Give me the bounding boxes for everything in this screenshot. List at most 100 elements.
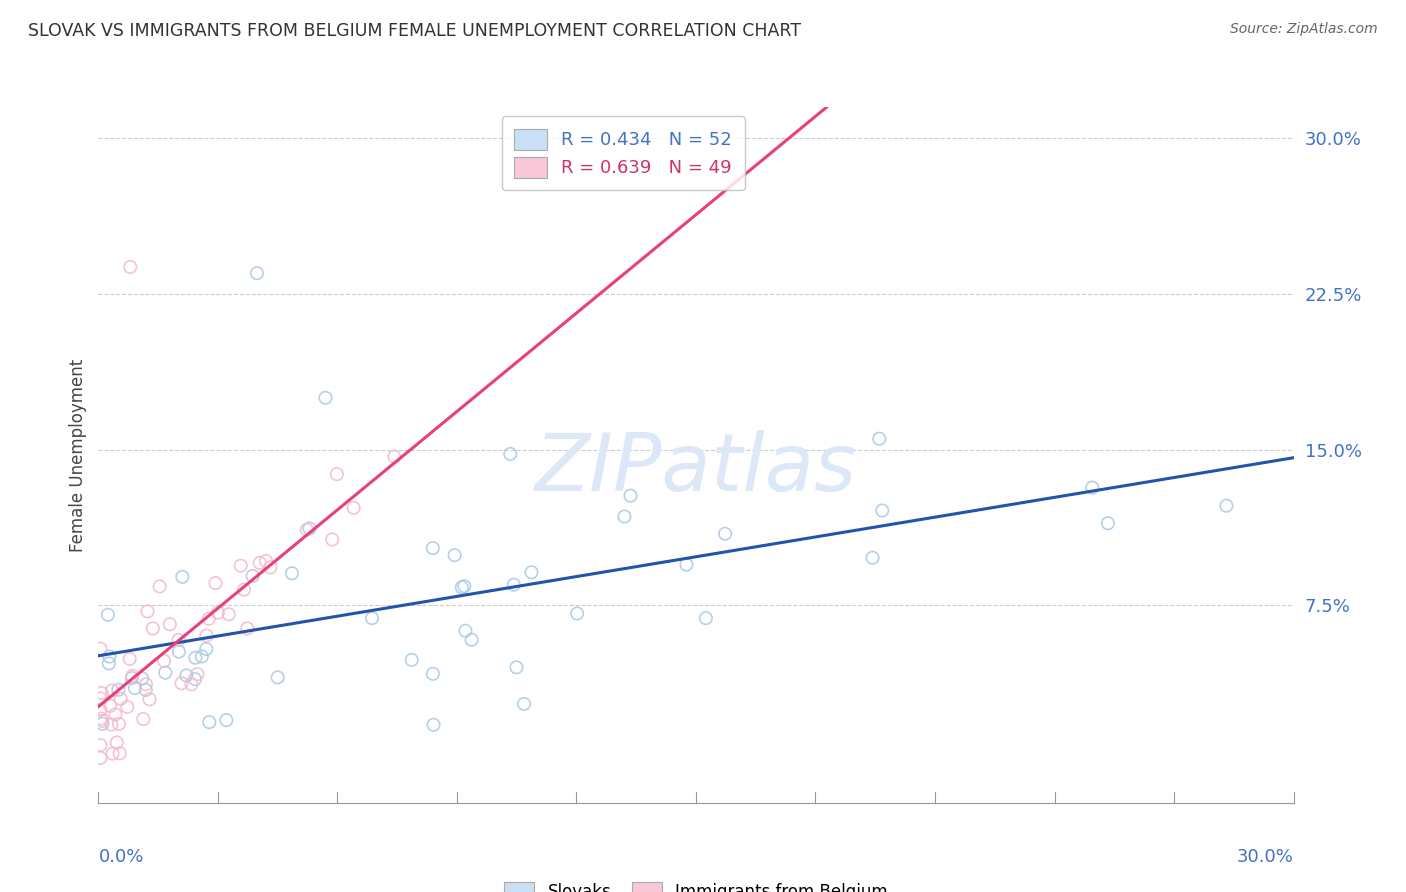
Point <box>229 558 252 573</box>
Point <box>460 632 482 647</box>
Point <box>97 607 120 622</box>
Point <box>100 717 122 731</box>
Point <box>170 676 193 690</box>
Point <box>91 716 114 731</box>
Point <box>862 550 884 565</box>
Point <box>343 500 366 515</box>
Point <box>714 526 737 541</box>
Point <box>180 677 202 691</box>
Point <box>155 665 177 680</box>
Point <box>136 604 159 618</box>
Point <box>505 660 527 674</box>
Point <box>98 649 121 664</box>
Point <box>1215 499 1237 513</box>
Point <box>246 266 269 280</box>
Point <box>131 671 153 685</box>
Point <box>176 668 198 682</box>
Point <box>233 582 256 597</box>
Point <box>149 579 172 593</box>
Point <box>138 692 160 706</box>
Point <box>868 432 890 446</box>
Point <box>254 554 277 568</box>
Point <box>249 556 271 570</box>
Point <box>118 652 141 666</box>
Point <box>184 650 207 665</box>
Point <box>513 697 536 711</box>
Point <box>98 698 121 713</box>
Point <box>101 747 124 761</box>
Point <box>89 751 111 765</box>
Text: 0.0%: 0.0% <box>98 848 143 866</box>
Point <box>90 712 112 726</box>
Point <box>443 548 465 562</box>
Point <box>675 558 697 572</box>
Point <box>89 641 111 656</box>
Point <box>121 669 143 683</box>
Point <box>159 617 181 632</box>
Point <box>422 541 444 555</box>
Point <box>401 653 423 667</box>
Point <box>97 657 120 671</box>
Point <box>108 747 131 761</box>
Point <box>142 622 165 636</box>
Point <box>117 699 139 714</box>
Point <box>499 447 522 461</box>
Point <box>108 716 131 731</box>
Point <box>1097 516 1119 531</box>
Text: 30.0%: 30.0% <box>1237 848 1294 866</box>
Point <box>195 642 218 657</box>
Point <box>110 692 132 706</box>
Point <box>190 649 212 664</box>
Legend: Slovaks, Immigrants from Belgium: Slovaks, Immigrants from Belgium <box>492 871 900 892</box>
Point <box>91 714 114 728</box>
Point <box>135 682 157 697</box>
Point <box>613 509 636 524</box>
Point <box>120 260 142 274</box>
Text: ZIPatlas: ZIPatlas <box>534 430 858 508</box>
Point <box>298 521 321 535</box>
Point <box>89 738 111 752</box>
Point <box>502 578 524 592</box>
Point <box>422 718 444 732</box>
Point <box>105 735 128 749</box>
Y-axis label: Female Unemployment: Female Unemployment <box>69 359 87 551</box>
Point <box>167 645 190 659</box>
Point <box>215 713 238 727</box>
Text: SLOVAK VS IMMIGRANTS FROM BELGIUM FEMALE UNEMPLOYMENT CORRELATION CHART: SLOVAK VS IMMIGRANTS FROM BELGIUM FEMALE… <box>28 22 801 40</box>
Point <box>236 622 259 636</box>
Point <box>453 579 475 593</box>
Point <box>89 691 111 706</box>
Point <box>90 686 112 700</box>
Point <box>167 632 190 647</box>
Point <box>121 671 143 685</box>
Point <box>565 607 588 621</box>
Point <box>870 503 893 517</box>
Point <box>384 450 406 464</box>
Point <box>104 707 127 722</box>
Point <box>89 703 111 717</box>
Point <box>619 489 641 503</box>
Point <box>450 580 472 594</box>
Point <box>135 677 157 691</box>
Point <box>101 683 124 698</box>
Point <box>124 681 146 695</box>
Point <box>195 629 218 643</box>
Point <box>314 391 336 405</box>
Point <box>259 560 281 574</box>
Point <box>186 667 208 681</box>
Point <box>695 611 717 625</box>
Point <box>1081 481 1104 495</box>
Point <box>266 670 288 684</box>
Point <box>204 576 226 591</box>
Point <box>218 607 240 622</box>
Point <box>361 611 384 625</box>
Text: Source: ZipAtlas.com: Source: ZipAtlas.com <box>1230 22 1378 37</box>
Point <box>207 606 229 620</box>
Point <box>153 654 176 668</box>
Point <box>107 682 129 697</box>
Point <box>172 570 194 584</box>
Point <box>184 672 207 686</box>
Point <box>454 624 477 638</box>
Point <box>132 712 155 726</box>
Point <box>281 566 304 581</box>
